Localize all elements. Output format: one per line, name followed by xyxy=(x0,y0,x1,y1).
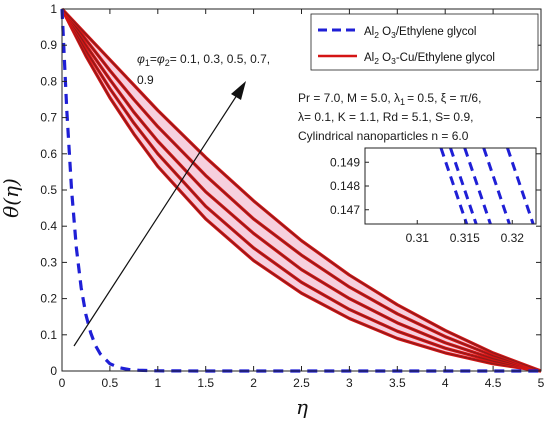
phi2-symbol: φ xyxy=(157,52,165,66)
x-tick-label: 3.5 xyxy=(389,376,406,390)
param-line-3: Cylindrical nanoparticles n = 6.0 xyxy=(298,129,469,143)
inset-line-2 xyxy=(449,147,478,225)
hybrid-curve-core-4 xyxy=(61,8,542,372)
x-tick-label: 2 xyxy=(250,376,257,390)
inset-background xyxy=(365,148,536,224)
legend: Al2 O3/Ethylene glycol Al2 O3-Cu/Ethylen… xyxy=(310,13,539,71)
curves xyxy=(60,7,542,373)
inset-y-tick-label: 0.147 xyxy=(330,203,360,217)
phi-values: = 0.1, 0.3, 0.5, 0.7, xyxy=(170,52,270,66)
annotation-arrowhead xyxy=(231,81,246,100)
inset-line-3 xyxy=(463,147,492,225)
y-tick-label: 0.8 xyxy=(40,74,57,88)
x-tick-label: 4 xyxy=(442,376,449,390)
hybrid-curve-core-5 xyxy=(61,8,542,372)
y-tick-label: 1 xyxy=(50,2,57,16)
legend-label-al2o3: Al2 O3/Ethylene glycol xyxy=(364,26,476,40)
legend-1-sub2: 3 xyxy=(391,56,396,66)
y-tick-label: 0.1 xyxy=(40,328,57,342)
arrow-label-last: 0.9 xyxy=(137,73,154,87)
y-tick-label: 0.6 xyxy=(40,147,57,161)
inset-ticks: 0.31 0.315 0.32 0.147 0.148 0.149 xyxy=(330,155,524,245)
legend-label-hybrid: Al2 O3-Cu/Ethylene glycol xyxy=(364,52,495,66)
legend-0-sub2: 3 xyxy=(391,30,396,40)
x-tick-label: 1 xyxy=(154,376,161,390)
x-tick-label: 3 xyxy=(346,376,353,390)
inset-x-tick-label: 0.32 xyxy=(501,231,525,245)
axis-ticks: 0 0.5 1 1.5 2 2.5 3 3.5 4 4.5 5 0 0.1 0.2 0.3 0.4 0.5 0.6… xyxy=(40,2,544,390)
x-tick-label: 0.5 xyxy=(102,376,119,390)
zoom-inset: 0.31 0.315 0.32 0.147 0.148 0.149 xyxy=(330,147,537,245)
y-tick-label: 0.5 xyxy=(40,183,57,197)
param-line-1-a: Pr = 7.0, M = 5.0, λ xyxy=(298,91,400,105)
inset-line-5 xyxy=(506,147,535,225)
legend-1-main: Al xyxy=(364,52,374,64)
y-axis-label: θ(η) xyxy=(0,178,23,218)
inset-y-tick-label: 0.148 xyxy=(330,179,360,193)
y-tick-label: 0.9 xyxy=(40,38,57,52)
x-tick-label: 1.5 xyxy=(197,376,214,390)
phi1-subscript: 1 xyxy=(145,58,150,68)
legend-1-sub: 2 xyxy=(374,56,379,66)
annotation-arrow xyxy=(73,91,240,347)
legend-0-main: Al xyxy=(364,26,374,38)
hybrid-curve-core-1 xyxy=(61,8,542,372)
inset-x-tick-label: 0.31 xyxy=(406,231,430,245)
x-tick-label: 0 xyxy=(59,376,66,390)
y-tick-label: 0.2 xyxy=(40,292,57,306)
legend-0-rest: O xyxy=(379,26,391,38)
hybrid-curve-core-3 xyxy=(61,8,542,372)
param-line-1: Pr = 7.0, M = 5.0, λ1 = 0.5, ξ = π/6, xyxy=(298,91,481,107)
legend-0-tail: /Ethylene glycol xyxy=(396,26,477,38)
inset-line-1 xyxy=(439,147,469,225)
phi2-subscript: 2 xyxy=(165,58,170,68)
legend-1-tail: -Cu/Ethylene glycol xyxy=(396,52,495,64)
y-tick-label: 0.4 xyxy=(40,219,57,233)
param-line-1-b: = 0.5, ξ = π/6, xyxy=(407,91,481,105)
x-axis-label: η xyxy=(296,395,308,419)
inset-lines xyxy=(439,147,535,225)
legend-1-rest: O xyxy=(379,52,391,64)
phi1-symbol: φ xyxy=(137,52,145,66)
y-tick-label: 0.7 xyxy=(40,111,57,125)
legend-box xyxy=(310,13,539,71)
inset-x-tick-label: 0.315 xyxy=(450,231,480,245)
inset-line-4 xyxy=(482,147,511,225)
param-lambda-sub: 1 xyxy=(400,97,405,107)
param-line-2: λ= 0.1, K = 1.1, Rd = 5.1, S= 0.9, xyxy=(298,110,473,124)
y-tick-label: 0 xyxy=(50,364,57,378)
x-tick-label: 4.5 xyxy=(485,376,502,390)
phi-equals: = xyxy=(150,52,157,66)
legend-0-sub: 2 xyxy=(374,30,379,40)
x-tick-label: 5 xyxy=(538,376,545,390)
al2o3-curve xyxy=(60,8,541,373)
hybrid-curve-core-2 xyxy=(61,8,542,372)
y-tick-label: 0.3 xyxy=(40,255,57,269)
inset-y-tick-label: 0.149 xyxy=(330,155,360,169)
x-tick-label: 2.5 xyxy=(293,376,310,390)
arrow-label: φ1=φ2= 0.1, 0.3, 0.5, 0.7, xyxy=(137,52,270,68)
